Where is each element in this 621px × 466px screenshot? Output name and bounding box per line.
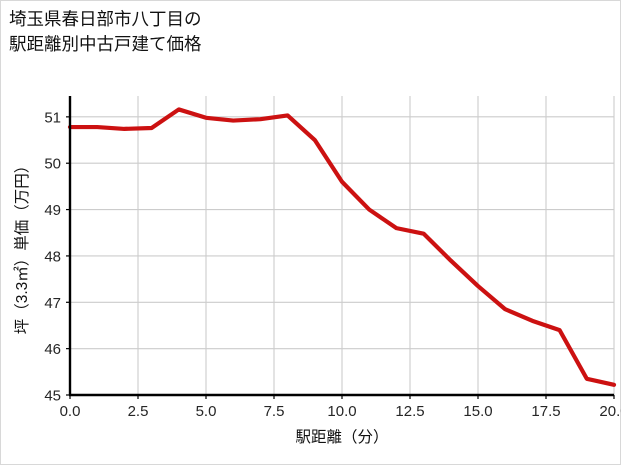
x-tick-label: 12.5 — [395, 403, 424, 420]
x-tick-label: 20.0 — [599, 403, 621, 420]
y-axis-title: 坪（3.3㎡）単価（万円） — [13, 158, 31, 335]
gridlines — [69, 96, 615, 396]
y-tick-label: 50 — [44, 156, 61, 173]
y-tick-label: 51 — [44, 109, 61, 126]
x-tick-label: 15.0 — [463, 403, 492, 420]
x-tick-label: 10.0 — [327, 403, 356, 420]
x-tick-label: 0.0 — [60, 403, 81, 420]
y-tick-label: 49 — [44, 202, 61, 219]
y-tick-label: 48 — [44, 248, 61, 265]
y-tick-label: 46 — [44, 341, 61, 358]
x-tick-label: 5.0 — [196, 403, 217, 420]
data-series-line — [67, 107, 617, 387]
x-tick-labels: 0.0 2.5 5.0 7.5 10.0 12.5 15.0 17.5 20.0 — [60, 395, 621, 420]
chart-title: 埼玉県春日部市八丁目の 駅距離別中古戸建て価格 — [9, 9, 202, 54]
x-axis-title: 駅距離（分） — [295, 428, 388, 446]
y-tick-label: 45 — [44, 388, 61, 405]
y-tick-label: 47 — [44, 295, 61, 312]
x-tick-label: 2.5 — [128, 403, 149, 420]
y-tick-labels: 45 46 47 48 49 50 51 — [44, 109, 70, 405]
data-line-group — [67, 107, 617, 387]
x-tick-label: 17.5 — [531, 403, 560, 420]
x-tick-label: 7.5 — [264, 403, 285, 420]
